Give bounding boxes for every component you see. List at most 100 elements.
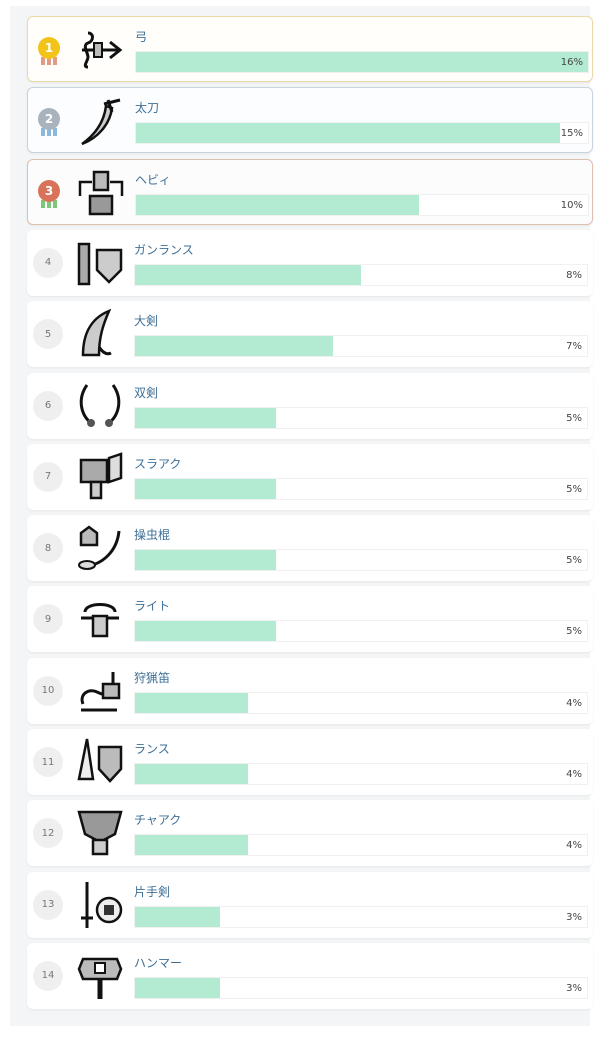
usage-bar: 5%: [134, 549, 588, 572]
usage-bar-fill: [136, 194, 419, 215]
usage-percent: 3%: [566, 982, 582, 994]
rank-number: 8: [33, 533, 63, 564]
usage-percent: 16%: [560, 57, 583, 68]
usage-bar-fill: [135, 977, 220, 998]
weapon-name: ヘビィ: [135, 172, 171, 187]
weapon-name: 狩猟笛: [134, 670, 171, 685]
rank-number: 1: [38, 37, 60, 59]
weapon-name: スラアク: [134, 456, 182, 471]
usage-bar: 4%: [134, 763, 588, 785]
ranking-row[interactable]: 7 スラアク 5%: [27, 443, 593, 510]
usage-bar-fill: [135, 621, 277, 642]
usage-percent: 5%: [566, 626, 582, 638]
weapon-name: 太刀: [135, 101, 160, 116]
rank-number: 4: [33, 247, 63, 278]
usage-bar: 5%: [134, 477, 588, 500]
bow-icon: [74, 23, 128, 77]
rank-number: 13: [33, 889, 63, 920]
rank-number: 5: [33, 319, 63, 350]
weapon-name: チャアク: [134, 813, 182, 828]
ranking-row[interactable]: 14 ハンマー 3%: [27, 942, 593, 1009]
usage-percent: 4%: [566, 697, 582, 709]
usage-bar-fill: [136, 52, 588, 72]
rank-number: 6: [33, 390, 63, 421]
great-sword-icon: [73, 307, 127, 361]
weapon-name: 操虫棍: [134, 528, 171, 543]
medal-1-icon: 1: [38, 37, 60, 67]
usage-percent: 3%: [566, 911, 582, 923]
usage-percent: 4%: [566, 769, 582, 780]
usage-bar-fill: [135, 478, 277, 499]
usage-percent: 5%: [566, 412, 582, 424]
ranking-row[interactable]: 8 操虫棍 5%: [27, 515, 593, 582]
usage-bar: 3%: [134, 905, 588, 928]
rank-number: 2: [38, 108, 60, 131]
rank-number: 12: [33, 818, 63, 849]
usage-bar-fill: [135, 906, 220, 927]
usage-bar-fill: [135, 407, 277, 428]
gunlance-icon: [73, 236, 127, 290]
insect-glaive-icon: [73, 521, 127, 575]
usage-bar-fill: [135, 336, 333, 357]
ranking-panel: 1 弓 16% 2 太刀 15% 3 ヘビィ 10% 4 ガンランス: [10, 6, 593, 1026]
usage-percent: 10%: [560, 199, 583, 211]
ranking-row[interactable]: 13 片手剣 3%: [27, 871, 593, 938]
usage-bar-fill: [135, 264, 361, 285]
weapon-name: ガンランス: [134, 242, 194, 257]
ranking-row[interactable]: 6 双剣 5%: [27, 372, 593, 439]
ranking-row[interactable]: 3 ヘビィ 10%: [27, 158, 593, 225]
usage-bar: 10%: [135, 193, 589, 216]
usage-bar: 8%: [134, 263, 588, 286]
rank-number: 10: [33, 675, 63, 706]
usage-bar: 4%: [134, 834, 588, 857]
rank-number: 9: [33, 604, 63, 635]
usage-percent: 7%: [566, 341, 582, 353]
usage-bar-fill: [136, 123, 560, 144]
hammer-icon: [73, 949, 127, 1003]
weapon-name: 弓: [135, 30, 148, 44]
rank-number: 7: [33, 461, 63, 492]
usage-bar-fill: [135, 835, 248, 856]
medal-3-icon: 3: [38, 179, 60, 210]
usage-percent: 5%: [566, 483, 582, 495]
hunting-horn-icon: [73, 664, 127, 718]
charge-blade-icon: [73, 806, 127, 860]
light-bowgun-icon: [73, 592, 127, 646]
ranking-row[interactable]: 1 弓 16%: [27, 16, 593, 82]
weapon-name: ランス: [134, 742, 170, 756]
dual-blades-icon: [73, 379, 127, 433]
weapon-name: 大剣: [134, 314, 159, 329]
ranking-row[interactable]: 11 ランス 4%: [27, 729, 593, 795]
usage-bar: 15%: [135, 122, 589, 145]
usage-percent: 15%: [560, 128, 583, 140]
ranking-row[interactable]: 9 ライト 5%: [27, 586, 593, 653]
usage-bar: 16%: [135, 51, 589, 73]
ranking-row[interactable]: 2 太刀 15%: [27, 87, 593, 154]
usage-bar: 3%: [134, 976, 588, 999]
lance-icon: [73, 735, 127, 789]
usage-bar-fill: [135, 550, 277, 571]
weapon-name: ハンマー: [134, 955, 183, 970]
usage-percent: 5%: [566, 555, 582, 567]
weapon-name: 双剣: [134, 385, 159, 400]
usage-bar-fill: [135, 692, 248, 713]
rank-number: 14: [33, 960, 63, 991]
usage-bar: 5%: [134, 620, 588, 643]
ranking-row[interactable]: 5 大剣 7%: [27, 301, 593, 368]
usage-bar: 7%: [134, 335, 588, 358]
rank-number: 3: [38, 179, 60, 202]
usage-bar: 5%: [134, 406, 588, 429]
usage-bar-fill: [135, 764, 248, 784]
sword-and-shield-icon: [73, 878, 127, 932]
usage-bar: 4%: [134, 691, 588, 714]
ranking-row[interactable]: 12 チャアク 4%: [27, 800, 593, 867]
switch-axe-icon: [73, 450, 127, 504]
weapon-name: 片手剣: [134, 884, 171, 899]
usage-percent: 4%: [566, 840, 582, 852]
heavy-bowgun-icon: [74, 166, 128, 220]
ranking-row[interactable]: 10 狩猟笛 4%: [27, 657, 593, 724]
ranking-row[interactable]: 4 ガンランス 8%: [27, 229, 593, 296]
medal-2-icon: 2: [38, 108, 60, 138]
usage-percent: 8%: [566, 269, 582, 281]
long-sword-icon: [74, 94, 128, 148]
